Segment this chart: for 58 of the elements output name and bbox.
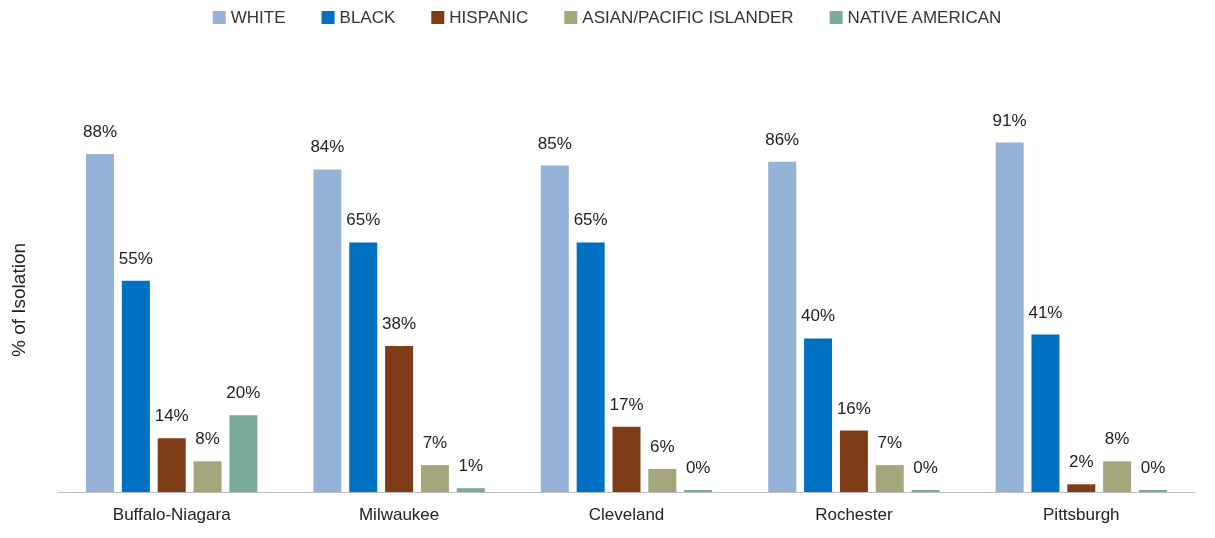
x-tick-label: Pittsburgh xyxy=(1043,505,1120,524)
bar xyxy=(86,154,115,492)
x-tick-label: Rochester xyxy=(815,505,893,524)
data-label: 55% xyxy=(118,248,153,268)
legend-label: HISPANIC xyxy=(449,8,529,27)
data-label: 20% xyxy=(226,383,261,403)
data-label: 65% xyxy=(573,210,608,230)
bar xyxy=(576,242,605,492)
bar xyxy=(875,465,904,492)
data-label: 8% xyxy=(195,429,220,449)
bar xyxy=(768,161,797,492)
data-label: 0% xyxy=(685,458,711,477)
data-label: 7% xyxy=(422,433,448,453)
data-label: 85% xyxy=(537,133,572,153)
data-label: 0% xyxy=(1140,458,1166,477)
bar xyxy=(540,165,569,492)
bar xyxy=(612,426,641,492)
bar xyxy=(839,430,868,492)
data-label: 84% xyxy=(310,137,345,157)
bar xyxy=(1103,461,1132,492)
data-label: 2% xyxy=(1069,452,1094,472)
bar xyxy=(456,488,485,492)
bar xyxy=(648,468,677,492)
data-label: 1% xyxy=(458,456,484,476)
legend-label: WHITE xyxy=(230,8,286,27)
data-label: 88% xyxy=(83,122,118,142)
bar xyxy=(349,242,378,492)
data-label: 38% xyxy=(382,314,417,334)
x-tick-label: Buffalo-Niagara xyxy=(112,505,232,524)
x-tick-label: Cleveland xyxy=(588,505,665,524)
x-tick-label: Milwaukee xyxy=(358,505,440,524)
data-label: 14% xyxy=(154,406,189,426)
data-label: 0% xyxy=(913,458,938,477)
bar xyxy=(157,438,186,492)
data-label: 40% xyxy=(801,306,836,326)
legend-label: NATIVE AMERICAN xyxy=(847,8,1002,27)
legend-label: ASIAN/PACIFIC ISLANDER xyxy=(582,8,794,27)
bar xyxy=(1031,334,1060,492)
data-label: 7% xyxy=(877,433,903,453)
legend-label: BLACK xyxy=(339,8,396,27)
bar xyxy=(229,415,258,492)
data-label: 6% xyxy=(650,436,675,456)
bar xyxy=(1067,484,1096,492)
bar xyxy=(193,461,222,492)
data-label: 65% xyxy=(346,210,381,230)
bar xyxy=(995,142,1024,492)
bar xyxy=(804,338,833,492)
data-label: 86% xyxy=(765,129,800,149)
bar xyxy=(121,280,150,492)
data-label: 8% xyxy=(1104,429,1130,449)
bar xyxy=(385,346,414,492)
data-label: 17% xyxy=(609,394,644,414)
y-axis-title: % of Isolation xyxy=(8,242,29,358)
data-label: 41% xyxy=(1028,302,1063,322)
bar xyxy=(313,169,342,492)
data-label: 91% xyxy=(992,110,1027,130)
bar xyxy=(420,465,449,492)
data-label: 16% xyxy=(836,398,871,418)
